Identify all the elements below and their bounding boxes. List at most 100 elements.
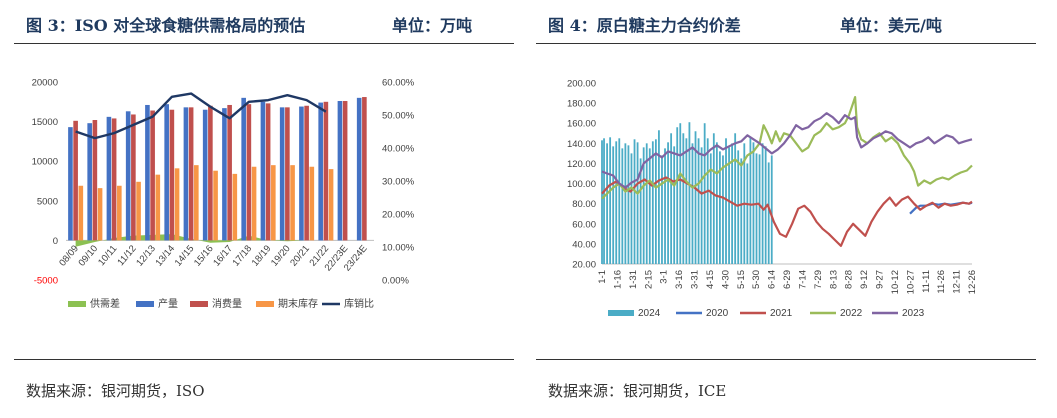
x-tick-label: 19/20 [269,243,293,268]
bar-production [318,102,323,241]
x-tick-label: 2-15 [643,270,654,289]
x-tick-label: 12-11 [952,270,963,294]
column-2024 [694,131,697,264]
y-tick-label: 200.00 [567,79,596,90]
column-2024 [645,143,648,264]
bar-consumption [265,103,271,241]
legend-swatch [68,301,86,307]
column-2024 [648,148,651,264]
x-tick-label: 16/17 [211,243,235,268]
y-tick-label: 60.00 [572,219,596,230]
column-2024 [639,158,642,264]
bar-consumption [362,97,367,241]
legend-label: 库销比 [344,297,374,310]
bar-production [260,101,266,241]
price-spread-chart: 20.00 40.00 60.00 80.00 100.00 120.00 140.00 16… [567,79,978,320]
x-tick-label: 10-27 [905,270,916,294]
y2-tick-label: 10.00% [382,243,415,254]
column-2024 [725,138,727,264]
column-2024 [712,133,715,264]
x-tick-label: 15/16 [192,243,216,268]
column-2024 [706,138,709,264]
chart-unit: 单位：美元/吨 [840,16,942,35]
bar-ending-stock [328,169,334,241]
y2-tick-label: 40.00% [382,144,415,155]
legend-label: 2022 [840,308,863,319]
column-2024 [767,162,770,264]
legend-swatch [190,301,208,307]
bar-production [337,101,343,241]
y-tick-label: 20000 [32,78,58,89]
x-tick-label: 12/13 [134,243,158,268]
source-divider [14,359,514,360]
bar-consumption [92,120,98,241]
column-2024 [627,145,630,264]
bar-consumption [323,101,329,241]
chart-title: 图 4：原白糖主力合约价差 [548,16,741,35]
y-tick-label: -5000 [34,276,58,287]
bar-consumption [342,101,348,241]
legend-swatch [136,301,154,307]
column-2024 [752,142,755,264]
legend-label: 2021 [770,308,793,319]
y2-tick-label: 20.00% [382,210,415,221]
column-2024 [761,143,764,264]
left-chart-panel: 图 3：ISO 对全球食糖供需格局的预估 单位：万吨 -5000 0 5000 100… [0,0,520,418]
bar-ending-stock [136,181,141,241]
legend-label: 消费量 [212,297,242,310]
bar-production [125,111,131,241]
x-tick-label: 4-15 [705,270,716,289]
bar-ending-stock [97,188,103,241]
column-2024 [630,153,633,264]
column-2024 [700,147,703,264]
legend-label: 产量 [158,297,178,310]
legend-swatch [256,301,274,307]
bar-production [241,97,246,241]
x-tick-label: 7-29 [813,270,824,289]
title-divider [536,43,1036,44]
x-tick-label: 13/14 [153,243,177,268]
bar-ending-stock [155,174,161,241]
x-tick-label: 8-13 [828,270,839,289]
series-line-2023 [601,112,973,189]
y-tick-label: 5000 [37,196,58,207]
column-2024 [679,123,682,264]
bar-consumption [111,118,117,241]
bar-consumption [246,104,252,241]
column-2024 [682,133,685,264]
column-2024 [764,146,767,264]
x-tick-label: 9-12 [859,270,870,289]
column-2024 [691,143,694,264]
bar-production [183,107,189,241]
column-2024 [661,155,663,264]
column-2024 [603,138,605,264]
y-tick-label: 120.00 [567,159,596,170]
legend-label: 供需差 [90,297,120,310]
series-line-2022 [601,96,973,200]
x-tick-label: 8-28 [844,270,855,289]
x-tick-label: 1-16 [612,270,623,289]
bar-ending-stock [213,170,218,241]
bar-consumption [73,120,78,241]
bar-production [87,123,92,241]
bar-consumption [227,104,232,241]
legend-swatch [608,310,634,316]
column-2024 [737,150,740,264]
right-chart-panel: 图 4：原白糖主力合约价差 单位：美元/吨 20.00 40.00 60.00 80.… [530,0,1057,418]
x-tick-label: 3-1 [659,270,670,284]
y-tick-label: 15000 [32,117,58,128]
y-tick-label: 10000 [32,157,58,168]
bar-production [299,106,304,241]
y-tick-label: 20.00 [572,260,596,271]
y-tick-label: 180.00 [567,99,596,110]
x-tick-label: 5-15 [736,270,747,289]
series-line-2021 [601,176,973,247]
x-tick-label: 14/15 [173,243,197,268]
bar-production [68,127,73,241]
column-2024 [715,142,718,264]
bar-ending-stock [290,165,295,241]
column-2024 [642,147,645,264]
chart-unit: 单位：万吨 [392,16,473,35]
bar-consumption [150,110,155,241]
x-tick-label: 17/18 [230,243,254,268]
